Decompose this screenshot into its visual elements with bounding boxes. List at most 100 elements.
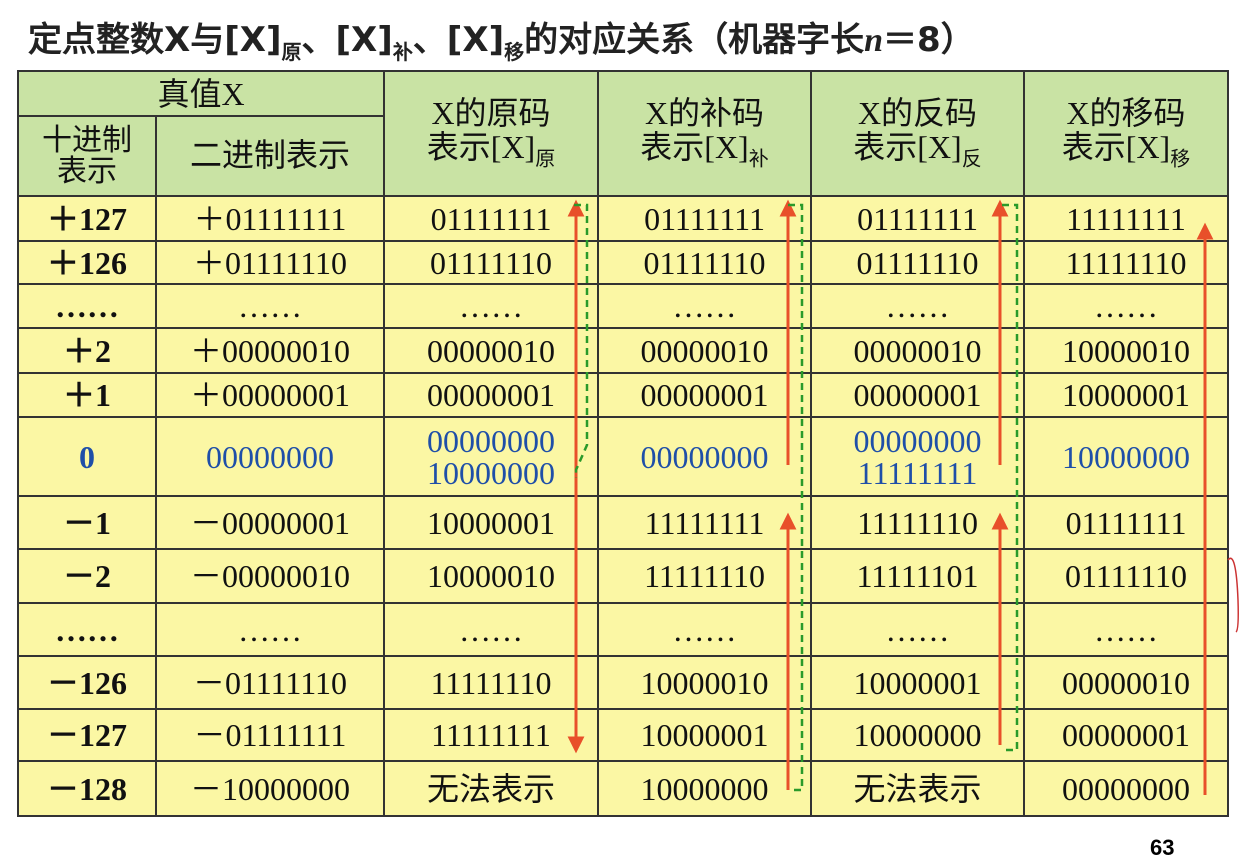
table-cell: 00000001 bbox=[383, 372, 599, 418]
table-cell: 01111111 bbox=[383, 195, 599, 242]
table-cell: …… bbox=[383, 602, 599, 657]
table-cell: 00000001 bbox=[597, 372, 812, 418]
cell-text: ＋01111110 bbox=[192, 244, 348, 281]
table-cell: 10000000 bbox=[597, 760, 812, 817]
cell-text: 10000010 bbox=[640, 664, 769, 701]
cell-text: －2 bbox=[62, 558, 111, 594]
table-cell: 无法表示 bbox=[810, 760, 1025, 817]
table-cell: 00000001 bbox=[1023, 708, 1229, 762]
cell-text: 00000000 bbox=[640, 438, 769, 475]
cell-text: －126 bbox=[46, 664, 127, 701]
table-cell: …… bbox=[17, 602, 157, 657]
table-cell: 01111110 bbox=[810, 240, 1025, 285]
cell-text: ＋01111111 bbox=[193, 200, 347, 237]
cell-text: ＋1 bbox=[62, 377, 111, 413]
cell-text: …… bbox=[459, 288, 523, 324]
table-cell: X的原码 表示[X]原 bbox=[383, 70, 599, 197]
table-cell: 11111110 bbox=[383, 655, 599, 710]
table-cell: X的反码 表示[X]反 bbox=[810, 70, 1025, 197]
cell-text: 01111110 bbox=[643, 244, 766, 281]
header-line: 表示[X]原 bbox=[427, 130, 555, 170]
cell-text: ＋127 bbox=[46, 200, 127, 237]
table-cell: 00000000 11111111 bbox=[810, 416, 1025, 497]
cell-text: 10000000 bbox=[640, 770, 769, 807]
cell-text: 01111111 bbox=[1065, 504, 1187, 541]
table-cell: 01111110 bbox=[383, 240, 599, 285]
table-cell: －01111110 bbox=[155, 655, 385, 710]
cell-text: 00000000 bbox=[206, 438, 334, 475]
cell-text: …… bbox=[238, 288, 302, 324]
table-cell: ＋127 bbox=[17, 195, 157, 242]
cell-text: 10000001 bbox=[640, 717, 769, 753]
table-cell: －2 bbox=[17, 548, 157, 604]
table-cell: 11111110 bbox=[810, 495, 1025, 550]
cell-text: 00000000 bbox=[853, 422, 982, 459]
table-cell: －01111111 bbox=[155, 708, 385, 762]
cell-text: 01111110 bbox=[856, 244, 979, 281]
cell-text: 11111111 bbox=[431, 717, 551, 753]
cell-text: …… bbox=[672, 288, 737, 324]
table-cell: －128 bbox=[17, 760, 157, 817]
header-line: 表示[X]移 bbox=[1062, 130, 1191, 170]
cell-text: 00000010 bbox=[1062, 664, 1190, 701]
cell-text: …… bbox=[55, 611, 119, 648]
table-cell: ＋126 bbox=[17, 240, 157, 285]
header-text: 表示[X] bbox=[640, 128, 749, 165]
table-cell: 10000001 bbox=[597, 708, 812, 762]
cell-text: …… bbox=[1094, 611, 1158, 648]
table-cell: 01111111 bbox=[810, 195, 1025, 242]
header-text: X的原码 bbox=[431, 95, 551, 131]
cell-text: 10000000 bbox=[1062, 438, 1190, 475]
table-cell: 十进制表示 bbox=[17, 115, 157, 197]
cell-text: －00000001 bbox=[189, 504, 350, 541]
table-cell: －127 bbox=[17, 708, 157, 762]
table-cell: 10000000 bbox=[810, 708, 1025, 762]
table-cell: 00000010 bbox=[383, 327, 599, 374]
table-cell: 00000001 bbox=[810, 372, 1025, 418]
cell-text: ＋126 bbox=[46, 244, 127, 281]
table-cell: …… bbox=[1023, 602, 1229, 657]
table-cell: 00000010 bbox=[597, 327, 812, 374]
cell-text: －127 bbox=[46, 717, 127, 753]
header-line: 表示[X]反 bbox=[853, 130, 982, 170]
header-line: 表示[X]补 bbox=[640, 128, 768, 170]
page-number: 63 bbox=[1150, 835, 1175, 860]
title-part: 补 bbox=[392, 39, 413, 64]
cell-text: 10000000 bbox=[853, 717, 982, 753]
table-cell: …… bbox=[155, 283, 385, 329]
cell-text: 00000001 bbox=[853, 377, 982, 413]
header-text: 真值X bbox=[157, 75, 245, 112]
table-cell: X的补码 表示[X]补 bbox=[597, 70, 812, 197]
table-cell: …… bbox=[1023, 283, 1229, 329]
cell-text: －10000000 bbox=[189, 770, 350, 807]
header-text: X的移码 bbox=[1066, 95, 1186, 131]
cell-text: 10000001 bbox=[427, 504, 555, 541]
header-text: 二进制表示 bbox=[189, 137, 350, 174]
cell-text: －128 bbox=[46, 770, 127, 807]
cell-text: 无法表示 bbox=[853, 770, 982, 807]
cell-text: 11111110 bbox=[644, 558, 765, 594]
table-cell: 01111110 bbox=[597, 240, 812, 285]
table-cell: 无法表示 bbox=[383, 760, 599, 817]
table-cell: ＋01111110 bbox=[155, 240, 385, 285]
cell-text: 00000010 bbox=[427, 332, 555, 369]
title-part: n bbox=[864, 22, 884, 59]
cell-text: 00000010 bbox=[853, 332, 982, 369]
cell-text: …… bbox=[55, 288, 119, 324]
cell-text: 10000000 bbox=[427, 454, 555, 491]
table-cell: ＋00000001 bbox=[155, 372, 385, 418]
table-cell: －10000000 bbox=[155, 760, 385, 817]
title-part: 定点整数X与[X] bbox=[28, 20, 282, 60]
header-subscript: 移 bbox=[1170, 147, 1191, 170]
table-cell: 01111110 bbox=[1023, 548, 1229, 604]
table-cell: X的移码 表示[X]移 bbox=[1023, 70, 1229, 197]
table-cell: －00000001 bbox=[155, 495, 385, 550]
cell-text: ＋2 bbox=[62, 332, 111, 369]
table-cell: 01111111 bbox=[597, 195, 812, 242]
cell-text: 00000001 bbox=[1062, 717, 1190, 753]
header-subscript: 反 bbox=[961, 147, 982, 170]
table-cell: 01111111 bbox=[1023, 495, 1229, 550]
title-part: 移 bbox=[504, 39, 525, 64]
cell-text: 无法表示 bbox=[426, 770, 555, 807]
